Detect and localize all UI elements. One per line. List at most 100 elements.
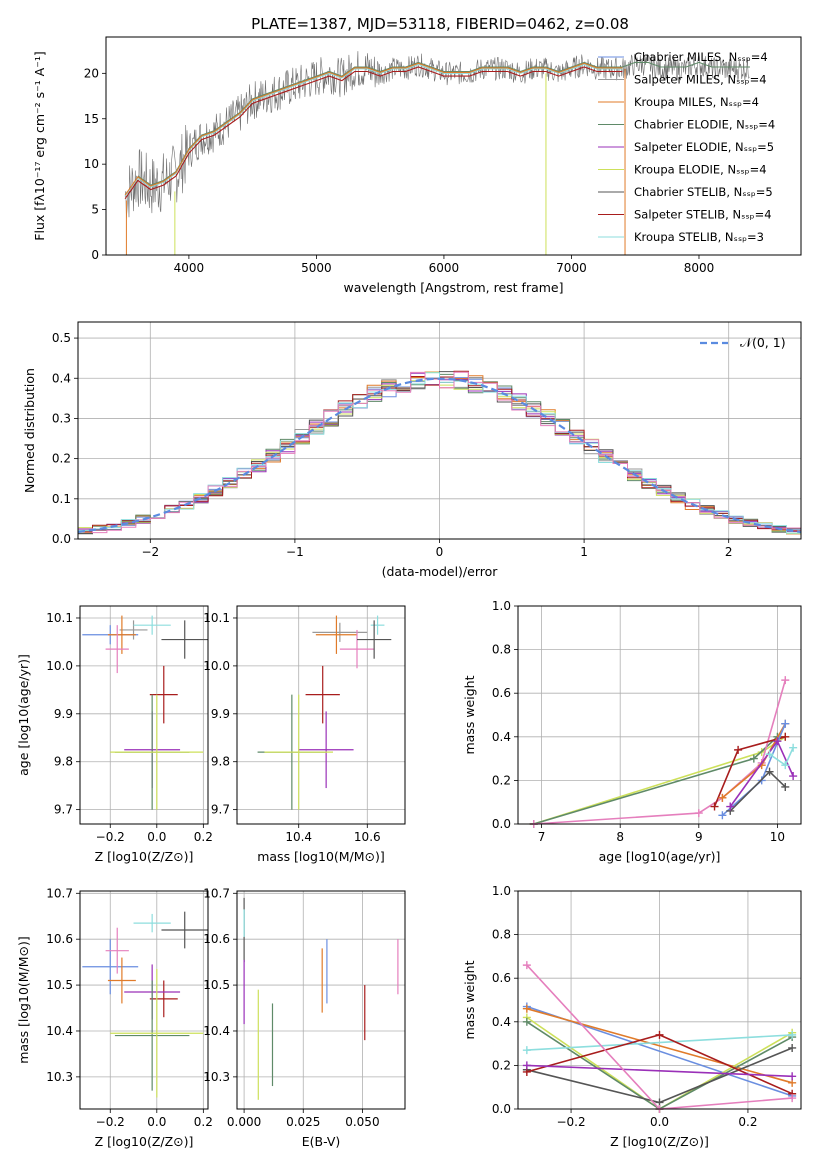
y-tick-label: 10.6 [203, 932, 230, 946]
weight-marker [765, 767, 774, 776]
weight-marker [522, 1004, 531, 1013]
spectrum-lines [124, 51, 750, 255]
y-tick-label: 9.7 [211, 803, 230, 817]
y-tick-label: 0.6 [492, 971, 511, 985]
legend-label: Salpeter ELODIE, Nₛₛₚ=5 [634, 140, 774, 154]
x-tick-label: 6000 [429, 261, 460, 275]
x-axis-label: Z [log10(Z/Z⊙)] [610, 1134, 709, 1149]
model-line-kroupa_miles [124, 62, 623, 196]
y-tick-label: 20 [84, 66, 99, 80]
y-axis-label: age [log10(age/yr)] [16, 654, 31, 776]
mass_vs_Z-frame [79, 890, 209, 1110]
age_vs_mass-frame [236, 605, 406, 825]
y-axis-label: Normed distribution [22, 368, 37, 493]
y-tick-label: 10.3 [203, 1070, 230, 1084]
legend-label: Chabrier ELODIE, Nₛₛₚ=4 [634, 118, 775, 132]
weight-marker [788, 1043, 797, 1052]
y-tick-label: 10.1 [46, 611, 73, 625]
x-tick-label: −0.2 [96, 1115, 125, 1129]
spectrum-legend: Chabrier MILES, Nₛₛₚ=4 Salpeter MILES, Nₛ… [598, 50, 775, 244]
y-axis-label: mass weight [462, 675, 477, 754]
y-tick-label: 0.4 [492, 1015, 511, 1029]
weight-marker [781, 676, 790, 685]
legend-label: 𝒩(0, 1) [740, 335, 786, 350]
x-tick-label: −0.2 [556, 1115, 585, 1129]
y-tick-label: 10.3 [46, 1070, 73, 1084]
x-tick-label: 7 [538, 830, 546, 844]
y-tick-label: 10.7 [46, 886, 73, 900]
weight-line-kroupa_miles [526, 1007, 793, 1084]
legend-label: Chabrier STELIB, Nₛₛₚ=5 [634, 185, 773, 199]
model-line-chabrier_elodie [137, 61, 750, 186]
x-tick-label: 10.4 [285, 830, 312, 844]
age_vs_Z-errorbars [82, 615, 208, 810]
figure-title: PLATE=1387, MJD=53118, FIBERID=0462, z=0… [251, 15, 629, 33]
x-tick-label: 10.6 [354, 830, 381, 844]
histogram-steps [78, 370, 801, 537]
age_vs_Z-frame [79, 605, 209, 825]
weight-line-kroupa_stelib [526, 1034, 793, 1051]
weight-marker [718, 793, 727, 802]
x-tick-label: 5000 [301, 261, 332, 275]
y-tick-label: 1.0 [492, 599, 511, 613]
age_vs_Z-axes: −0.2 0.0 0.2 9.7 9.8 9.9 10.0 10.1 Z [log10(Z/Z⊙… [16, 606, 213, 864]
x-tick-label: 9 [695, 830, 703, 844]
legend-label: Salpeter MILES, Nₛₛₚ=4 [634, 73, 767, 87]
x-tick-label: 0.000 [227, 1115, 261, 1129]
weight-marker [788, 1094, 797, 1103]
y-tick-label: 1.0 [492, 884, 511, 898]
y-tick-label: 10.7 [203, 886, 230, 900]
weight-marker [710, 802, 719, 811]
x-tick-label: −2 [141, 545, 159, 559]
x-tick-label: 0.2 [194, 830, 213, 844]
x-tick-label: 0.0 [650, 1115, 669, 1129]
y-tick-label: 9.9 [211, 707, 230, 721]
weight-line-pink [533, 679, 787, 825]
weight-marker [726, 802, 735, 811]
y-tick-label: 0.0 [492, 1102, 511, 1116]
x-axis-label: age [log10(age/yr)] [599, 849, 721, 864]
y-tick-label: 9.8 [54, 755, 73, 769]
y-tick-label: 10.4 [203, 1024, 230, 1038]
y-axis-label: mass [log10(M/M⊙)] [16, 936, 31, 1064]
y-tick-label: 10.5 [46, 978, 73, 992]
x-tick-label: 0.2 [738, 1115, 757, 1129]
mass_vs_ebv-errorbars [243, 897, 399, 1100]
x-axis-label: E(B-V) [302, 1134, 341, 1149]
x-tick-label: 0 [436, 545, 444, 559]
y-tick-label: 0.2 [492, 1058, 511, 1072]
mass_vs_ebv-frame [236, 890, 406, 1110]
y-tick-label: 9.7 [54, 803, 73, 817]
legend-label: Kroupa STELIB, Nₛₛₚ=3 [634, 230, 764, 244]
weight-marker [749, 754, 758, 763]
age_vs_mass-axes: 10.4 10.6 9.7 9.8 9.9 10.0 10.1 mass [log10(M/M… [203, 606, 405, 864]
residuals-axes: −2 −1 0 1 2 0.0 0.1 0.2 0.3 0.4 0.5 (data-model)/er… [22, 322, 801, 579]
residuals-frame [77, 321, 802, 540]
y-tick-label: 5 [91, 203, 99, 217]
y-tick-label: 0.2 [52, 452, 71, 466]
data-spectrum-line [124, 51, 750, 219]
weight-marker [781, 761, 790, 770]
weight-marker [788, 1072, 797, 1081]
y-tick-label: 0.1 [52, 492, 71, 506]
y-tick-label: 10.6 [46, 932, 73, 946]
y-tick-label: 10.0 [203, 659, 230, 673]
x-axis-label: Z [log10(Z/Z⊙)] [95, 1134, 194, 1149]
y-tick-label: 15 [84, 112, 99, 126]
y-axis-label: Flux [fλ10⁻¹⁷ erg cm⁻² s⁻¹ A⁻¹] [32, 51, 47, 240]
mass_vs_Z-axes: −0.2 0.0 0.2 10.3 10.4 10.5 10.6 10.7 Z [log10(Z… [16, 886, 213, 1149]
y-tick-label: 0.5 [52, 331, 71, 345]
x-tick-label: 0.2 [194, 1115, 213, 1129]
weight-marker [765, 750, 774, 759]
y-tick-label: 0.8 [492, 643, 511, 657]
weight-marker [789, 743, 798, 752]
x-axis-label: mass [log10(M/M⊙)] [257, 849, 385, 864]
y-tick-label: 9.8 [211, 755, 230, 769]
weight-marker [522, 1046, 531, 1055]
y-tick-label: 10.1 [203, 611, 230, 625]
legend-label: Salpeter STELIB, Nₛₛₚ=4 [634, 208, 772, 222]
y-tick-label: 10.0 [46, 659, 73, 673]
weight-marker [655, 1030, 664, 1039]
weight-marker [522, 1061, 531, 1070]
y-tick-label: 0 [91, 248, 99, 262]
